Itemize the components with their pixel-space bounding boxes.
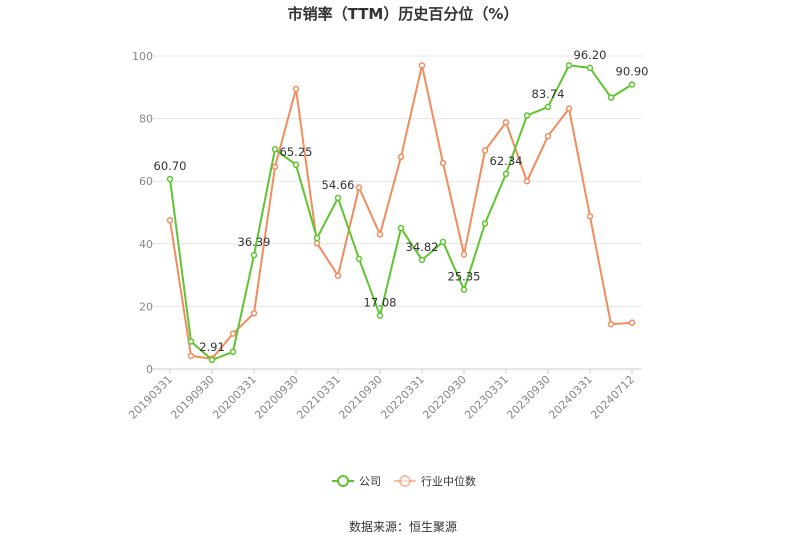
data-point[interactable] bbox=[376, 312, 384, 319]
x-tick-label: 20200331 bbox=[210, 373, 259, 422]
data-point[interactable] bbox=[334, 194, 342, 202]
data-point[interactable] bbox=[418, 256, 426, 264]
data-point[interactable] bbox=[313, 234, 321, 242]
data-point[interactable] bbox=[481, 147, 489, 154]
x-tick-label: 20240331 bbox=[546, 373, 595, 422]
data-point[interactable] bbox=[355, 184, 363, 191]
data-point[interactable] bbox=[250, 251, 258, 259]
x-tick-label: 20190930 bbox=[168, 373, 217, 422]
data-point[interactable] bbox=[628, 319, 636, 326]
data-point[interactable] bbox=[292, 161, 300, 169]
data-point[interactable] bbox=[565, 62, 573, 69]
data-labels: 60.70 2.91 36.39 65.25 54.66 17.08 34.82 25.35 6… bbox=[154, 48, 649, 354]
x-tick-label: 20240712 bbox=[588, 373, 637, 422]
data-point[interactable] bbox=[376, 231, 384, 238]
data-point[interactable] bbox=[523, 177, 531, 185]
data-point[interactable] bbox=[187, 352, 195, 360]
chart-title: 市销率（TTM）历史百分位（%） bbox=[288, 5, 519, 23]
data-label: 62.34 bbox=[490, 154, 523, 168]
data-point[interactable] bbox=[397, 224, 405, 232]
data-point[interactable] bbox=[397, 153, 405, 161]
data-point[interactable] bbox=[166, 217, 174, 224]
data-point[interactable] bbox=[439, 238, 447, 246]
x-tick-label: 20230930 bbox=[504, 373, 553, 422]
legend[interactable]: 公司 行业中位数 bbox=[332, 474, 476, 488]
legend-marker bbox=[337, 475, 349, 487]
data-label: 2.91 bbox=[199, 340, 225, 354]
data-point[interactable] bbox=[208, 356, 216, 364]
data-point[interactable] bbox=[460, 286, 468, 293]
data-point[interactable] bbox=[229, 330, 237, 337]
data-point[interactable] bbox=[292, 85, 300, 93]
x-tick-label: 20210331 bbox=[294, 373, 343, 422]
data-label: 60.70 bbox=[154, 159, 187, 173]
data-point[interactable] bbox=[502, 170, 510, 178]
y-tick-label: 0 bbox=[146, 363, 153, 376]
grid bbox=[150, 55, 642, 370]
data-point[interactable] bbox=[523, 112, 531, 119]
data-label: 90.90 bbox=[616, 64, 649, 78]
series-line bbox=[169, 64, 633, 360]
data-point[interactable] bbox=[271, 146, 279, 153]
data-point[interactable] bbox=[313, 239, 321, 247]
x-tick-label: 20210930 bbox=[336, 373, 385, 422]
data-label: 96.20 bbox=[574, 48, 607, 62]
legend-label[interactable]: 行业中位数 bbox=[421, 474, 476, 488]
data-point[interactable] bbox=[607, 94, 615, 101]
series-lines bbox=[169, 64, 633, 361]
data-point[interactable] bbox=[334, 272, 342, 279]
data-point[interactable] bbox=[586, 64, 594, 72]
data-point[interactable] bbox=[418, 62, 426, 69]
data-point[interactable] bbox=[628, 81, 636, 88]
x-axis: 2019033120190930202003312020093020210331… bbox=[126, 369, 637, 422]
data-point[interactable] bbox=[565, 105, 573, 112]
data-point[interactable] bbox=[187, 338, 195, 345]
y-tick-label: 40 bbox=[139, 238, 153, 251]
x-tick-label: 20220930 bbox=[420, 373, 469, 422]
data-label: 83.74 bbox=[532, 87, 565, 101]
data-point[interactable] bbox=[607, 320, 615, 328]
data-point[interactable] bbox=[544, 132, 552, 140]
x-tick-label: 20200930 bbox=[252, 373, 301, 422]
data-point[interactable] bbox=[166, 175, 174, 183]
y-tick-label: 60 bbox=[139, 175, 153, 188]
x-tick-label: 20220331 bbox=[378, 373, 427, 422]
data-point[interactable] bbox=[229, 348, 237, 356]
data-label: 17.08 bbox=[364, 296, 397, 310]
data-point[interactable] bbox=[355, 255, 363, 263]
data-point[interactable] bbox=[586, 213, 594, 220]
data-label: 34.82 bbox=[406, 240, 439, 254]
legend-marker bbox=[399, 475, 411, 487]
y-tick-label: 20 bbox=[139, 300, 153, 313]
series-points bbox=[166, 62, 636, 364]
data-point[interactable] bbox=[271, 163, 279, 171]
data-label: 36.39 bbox=[238, 235, 271, 249]
data-point[interactable] bbox=[502, 119, 510, 126]
data-label: 25.35 bbox=[448, 270, 481, 284]
data-label: 54.66 bbox=[322, 178, 355, 192]
y-axis: 0 20 40 60 80 100 bbox=[132, 50, 153, 376]
x-tick-label: 20190331 bbox=[126, 373, 175, 422]
data-point[interactable] bbox=[250, 310, 258, 317]
legend-label[interactable]: 公司 bbox=[359, 475, 381, 488]
y-tick-label: 100 bbox=[132, 50, 153, 63]
data-point[interactable] bbox=[481, 220, 489, 227]
data-point[interactable] bbox=[460, 251, 468, 258]
series-line bbox=[169, 64, 633, 361]
data-point[interactable] bbox=[544, 103, 552, 111]
source-text: 数据来源：恒生聚源 bbox=[349, 519, 457, 534]
data-label: 65.25 bbox=[280, 145, 313, 159]
data-point[interactable] bbox=[439, 159, 447, 167]
y-tick-label: 80 bbox=[139, 113, 153, 126]
x-tick-label: 20230331 bbox=[462, 373, 511, 422]
